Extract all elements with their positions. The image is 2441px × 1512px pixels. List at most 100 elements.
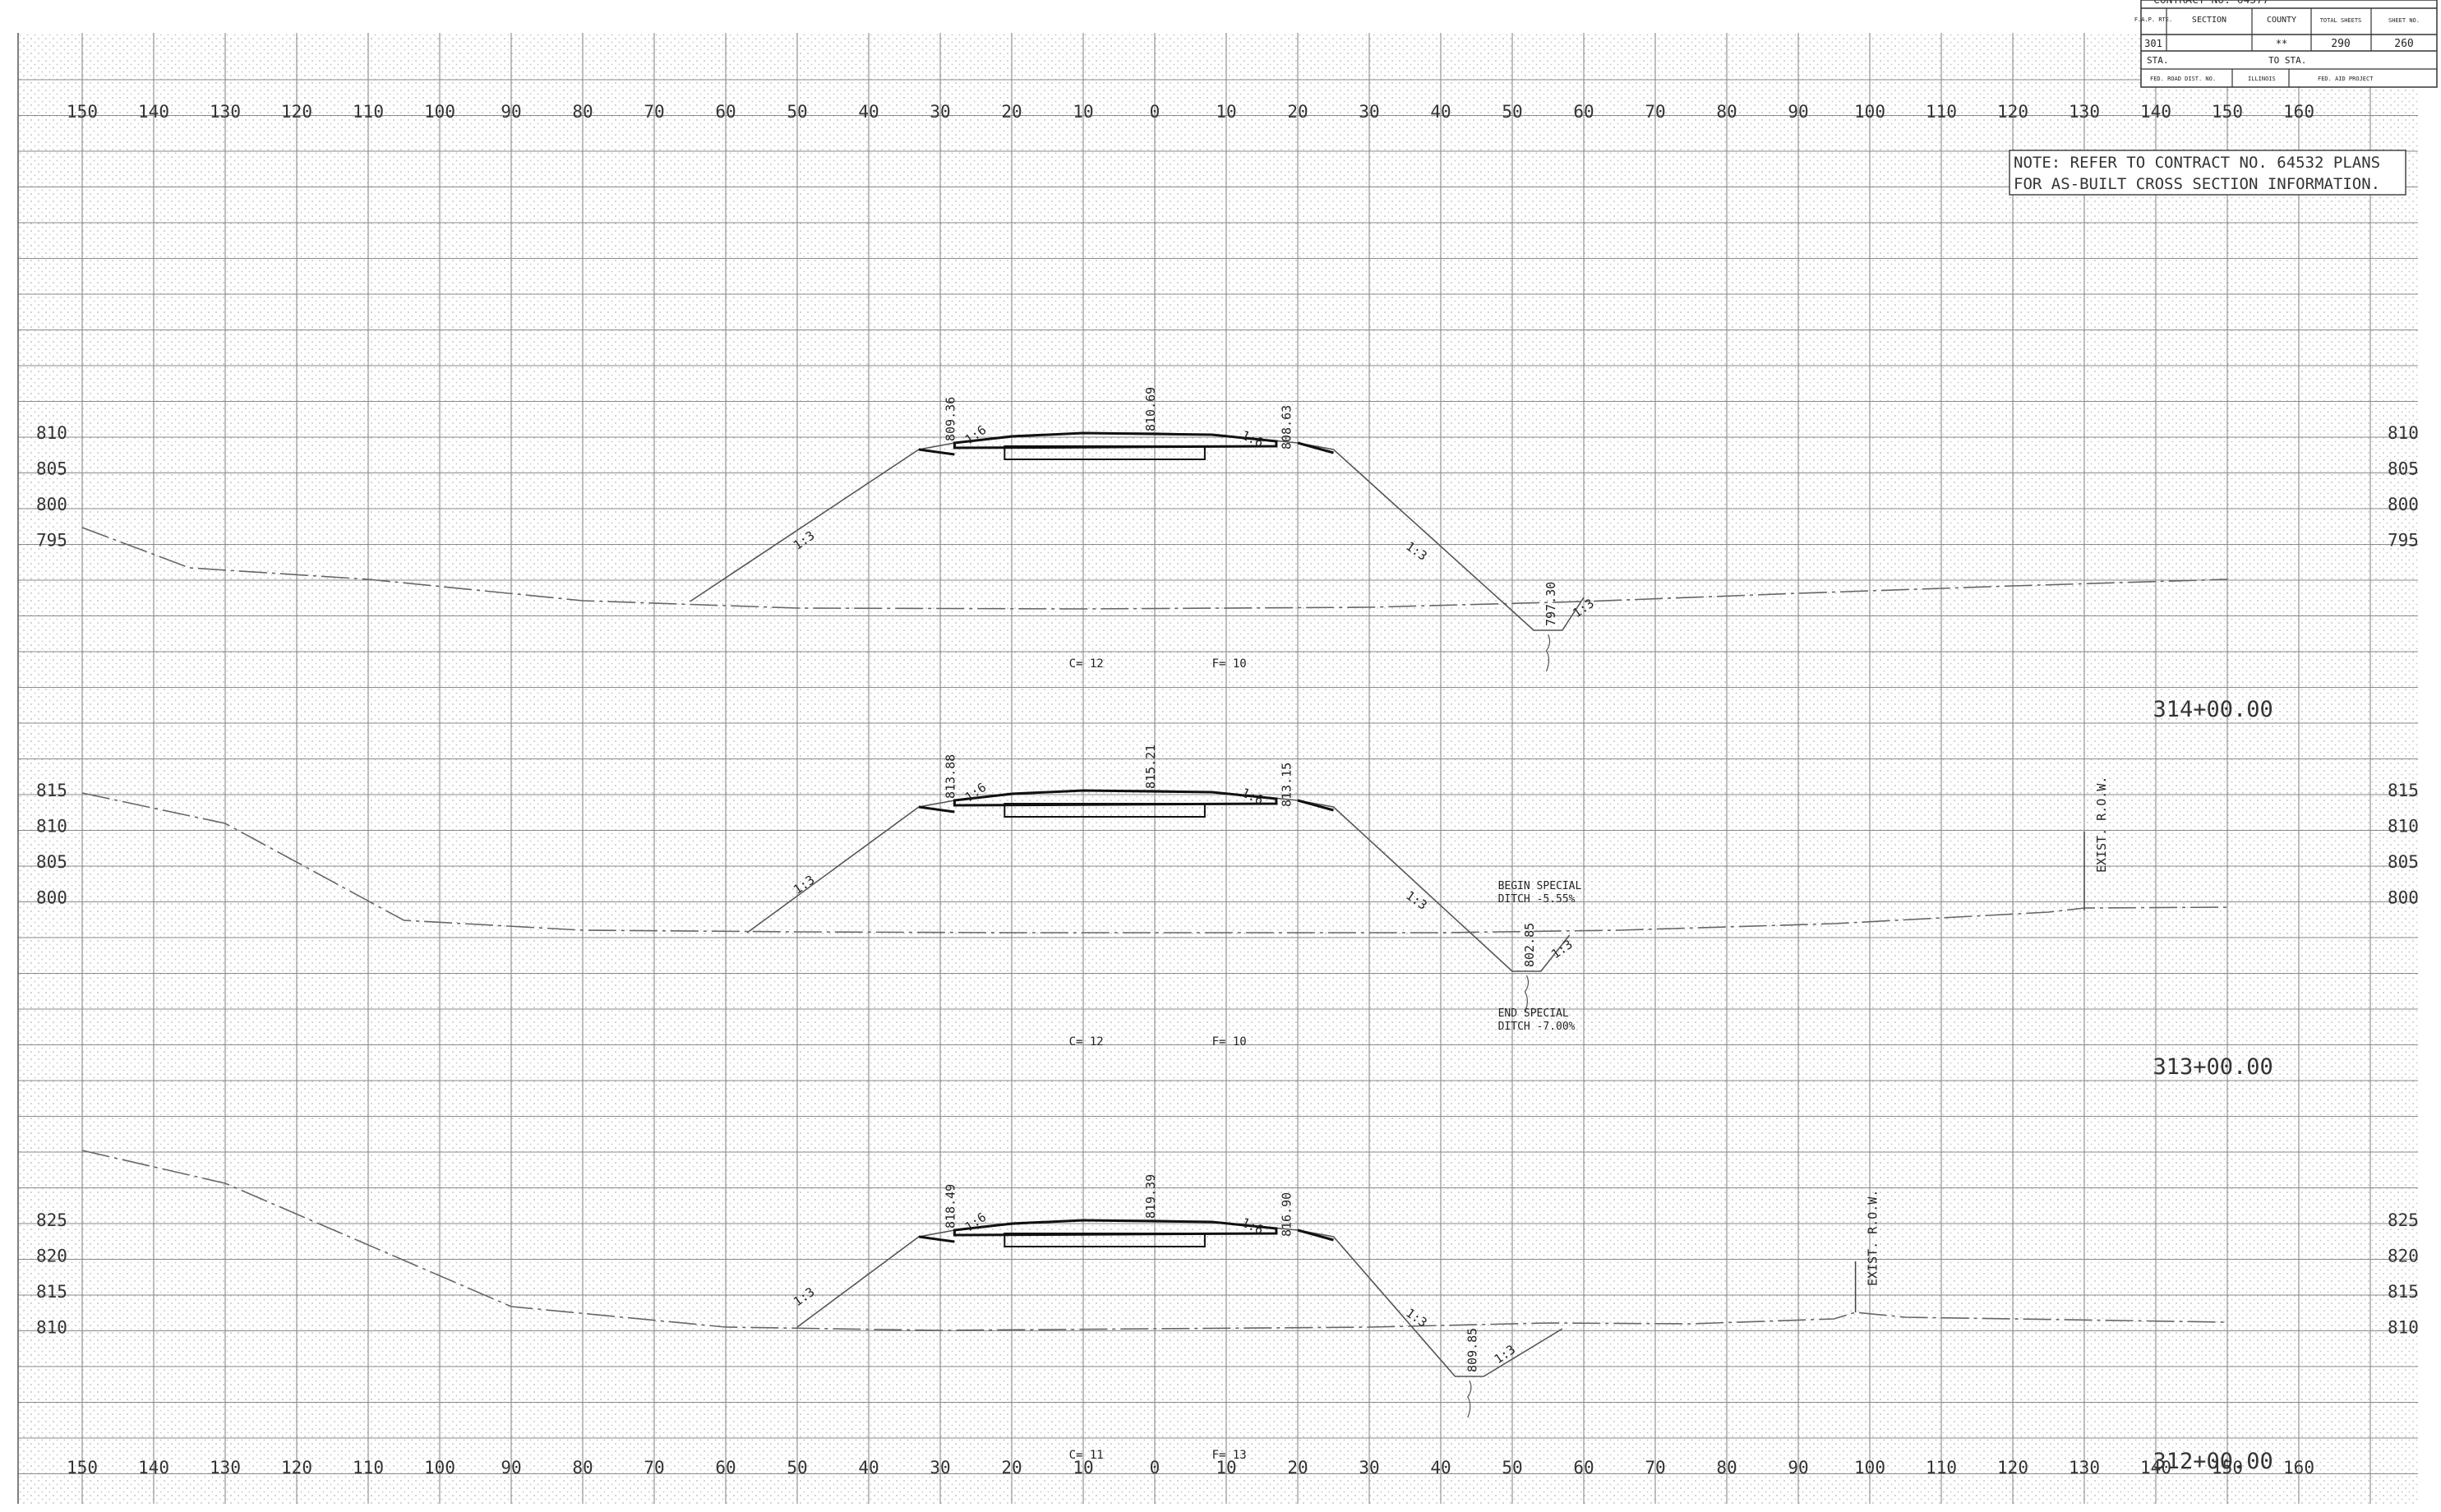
centerline-elevation: 810.69 xyxy=(1143,387,1158,431)
tb-total-value: 290 xyxy=(2331,38,2350,50)
offset-tick-label: 140 xyxy=(138,102,169,122)
offset-tick-label: 90 xyxy=(1788,1458,1808,1477)
tb-col-section: SECTION xyxy=(2192,16,2226,25)
offset-tick-label: 150 xyxy=(2212,1458,2243,1477)
right-edge-elevation: 816.90 xyxy=(1279,1192,1294,1237)
offset-tick-label: 140 xyxy=(138,1458,169,1477)
offset-tick-label: 60 xyxy=(1573,102,1594,122)
offset-tick-label: 40 xyxy=(1430,1458,1451,1477)
elevation-label-left: 820 xyxy=(36,1247,67,1266)
tb-sta-label: STA. xyxy=(2147,55,2169,66)
offset-tick-label: 150 xyxy=(2212,102,2243,122)
offset-tick-label: 60 xyxy=(715,102,736,122)
existing-row-label: EXIST. R.O.W. xyxy=(2094,777,2109,873)
elevation-label-left: 815 xyxy=(36,781,67,800)
ditch-marker xyxy=(1545,634,1551,672)
offset-tick-label: 100 xyxy=(1854,102,1885,122)
offset-tick-label: 20 xyxy=(1287,102,1308,122)
elevation-label-left: 810 xyxy=(36,817,67,837)
right-shoulder xyxy=(1297,1228,1334,1242)
ditch-marker xyxy=(1524,975,1530,1013)
title-block: CONTRACT NO. 64577 F.A.P. RTE. SECTION C… xyxy=(2134,0,2438,88)
offset-tick-label: 140 xyxy=(2140,1458,2171,1477)
cut-value: C= 11 xyxy=(1069,1449,1104,1462)
pavement-surface xyxy=(953,431,1278,449)
top-offset-scale: 150 140 130 120 110 100 90 80 70 60 50 40 30 20 10 0 10 2… xyxy=(67,102,2314,122)
right-edge-elevation: 813.15 xyxy=(1279,763,1294,807)
existing-ground-line xyxy=(81,1150,2228,1331)
offset-tick-label: 80 xyxy=(572,1458,593,1477)
offset-tick-label: 150 xyxy=(67,1458,98,1477)
right-edge-elevation: 808.63 xyxy=(1279,405,1294,449)
elevation-label-left: 800 xyxy=(36,495,67,514)
offset-tick-label: 160 xyxy=(2283,102,2314,122)
offset-tick-label: 70 xyxy=(644,1458,664,1477)
tb-to-sta-label: TO STA. xyxy=(2268,55,2306,66)
elevation-label-right: 795 xyxy=(2388,531,2419,551)
offset-tick-label: 130 xyxy=(210,102,241,122)
offset-tick-label: 10 xyxy=(1073,102,1093,122)
offset-tick-label: 20 xyxy=(1001,1458,1022,1477)
offset-tick-label: 20 xyxy=(1287,1458,1308,1477)
tb-county-value: ** xyxy=(2276,38,2287,49)
existing-ground-line xyxy=(81,527,2228,610)
offset-tick-label: 60 xyxy=(715,1458,736,1477)
left-shoulder xyxy=(918,448,955,456)
offset-tick-label: 50 xyxy=(787,1458,807,1477)
offset-tick-label: 30 xyxy=(1359,1458,1379,1477)
note-box: NOTE: REFER TO CONTRACT NO. 64532 PLANS … xyxy=(2009,150,2406,196)
tb-fed-road-dist: FED. ROAD DIST. NO. xyxy=(2150,76,2216,82)
elevation-label-right: 800 xyxy=(2388,495,2419,514)
offset-tick-label: 80 xyxy=(572,102,593,122)
offset-tick-label: 120 xyxy=(281,1458,312,1477)
offset-tick-label: 90 xyxy=(501,102,521,122)
pavement-subbase xyxy=(1004,1233,1206,1247)
offset-tick-label: 10 xyxy=(1216,102,1236,122)
right-shoulder xyxy=(1297,441,1334,454)
offset-tick-label: 120 xyxy=(1997,102,2028,122)
elevation-label-left: 810 xyxy=(36,423,67,443)
offset-tick-label: 30 xyxy=(930,1458,950,1477)
elevation-label-left: 800 xyxy=(36,888,67,908)
cut-value: C= 12 xyxy=(1069,657,1104,671)
existing-row-label: EXIST. R.O.W. xyxy=(1866,1190,1880,1286)
centerline-elevation: 815.21 xyxy=(1143,744,1158,789)
offset-tick-label: 140 xyxy=(2140,102,2171,122)
station-label: 313+00.00 xyxy=(2153,1054,2273,1080)
centerline-elevation: 819.39 xyxy=(1143,1174,1158,1219)
elevation-label-right: 805 xyxy=(2388,852,2419,872)
elevation-label-right: 815 xyxy=(2388,1282,2419,1302)
pavement-surface xyxy=(953,789,1278,807)
offset-tick-label: 110 xyxy=(353,1458,384,1477)
offset-tick-label: 50 xyxy=(1502,102,1522,122)
elevation-label-right: 800 xyxy=(2388,888,2419,908)
elevation-label-right: 805 xyxy=(2388,459,2419,479)
left-shoulder xyxy=(918,805,955,814)
offset-tick-label: 60 xyxy=(1573,1458,1594,1477)
elevation-label-left: 810 xyxy=(36,1318,67,1338)
elevation-label-left: 825 xyxy=(36,1210,67,1230)
offset-tick-label: 130 xyxy=(2069,1458,2100,1477)
ditch-elevation: 809.85 xyxy=(1465,1328,1480,1372)
elevation-label-right: 815 xyxy=(2388,781,2419,800)
offset-tick-label: 90 xyxy=(1788,102,1808,122)
offset-tick-label: 110 xyxy=(1926,102,1957,122)
offset-tick-label: 80 xyxy=(1716,1458,1737,1477)
end-special-ditch-line-2: DITCH -7.00% xyxy=(1498,1021,1576,1033)
elevation-label-left: 815 xyxy=(36,1282,67,1302)
offset-tick-label: 40 xyxy=(858,1458,879,1477)
offset-tick-label: 130 xyxy=(2069,102,2100,122)
tb-sheet-value: 260 xyxy=(2394,38,2413,50)
elevation-label-right: 810 xyxy=(2388,1318,2419,1338)
offset-tick-label: 0 xyxy=(1150,1458,1161,1477)
station-label: 314+00.00 xyxy=(2153,697,2273,722)
tb-state: ILLINOIS xyxy=(2248,76,2276,82)
begin-special-ditch-line-2: DITCH -5.55% xyxy=(1498,893,1576,906)
bottom-offset-scale: 150 140 130 120 110 100 90 80 70 60 50 40 30 20 10 0 10 2… xyxy=(67,1458,2314,1477)
offset-tick-label: 80 xyxy=(1716,102,1737,122)
offset-tick-label: 100 xyxy=(424,1458,455,1477)
offset-tick-label: 70 xyxy=(1645,102,1665,122)
elevation-label-left: 805 xyxy=(36,852,67,872)
left-edge-elevation: 809.36 xyxy=(943,397,957,441)
